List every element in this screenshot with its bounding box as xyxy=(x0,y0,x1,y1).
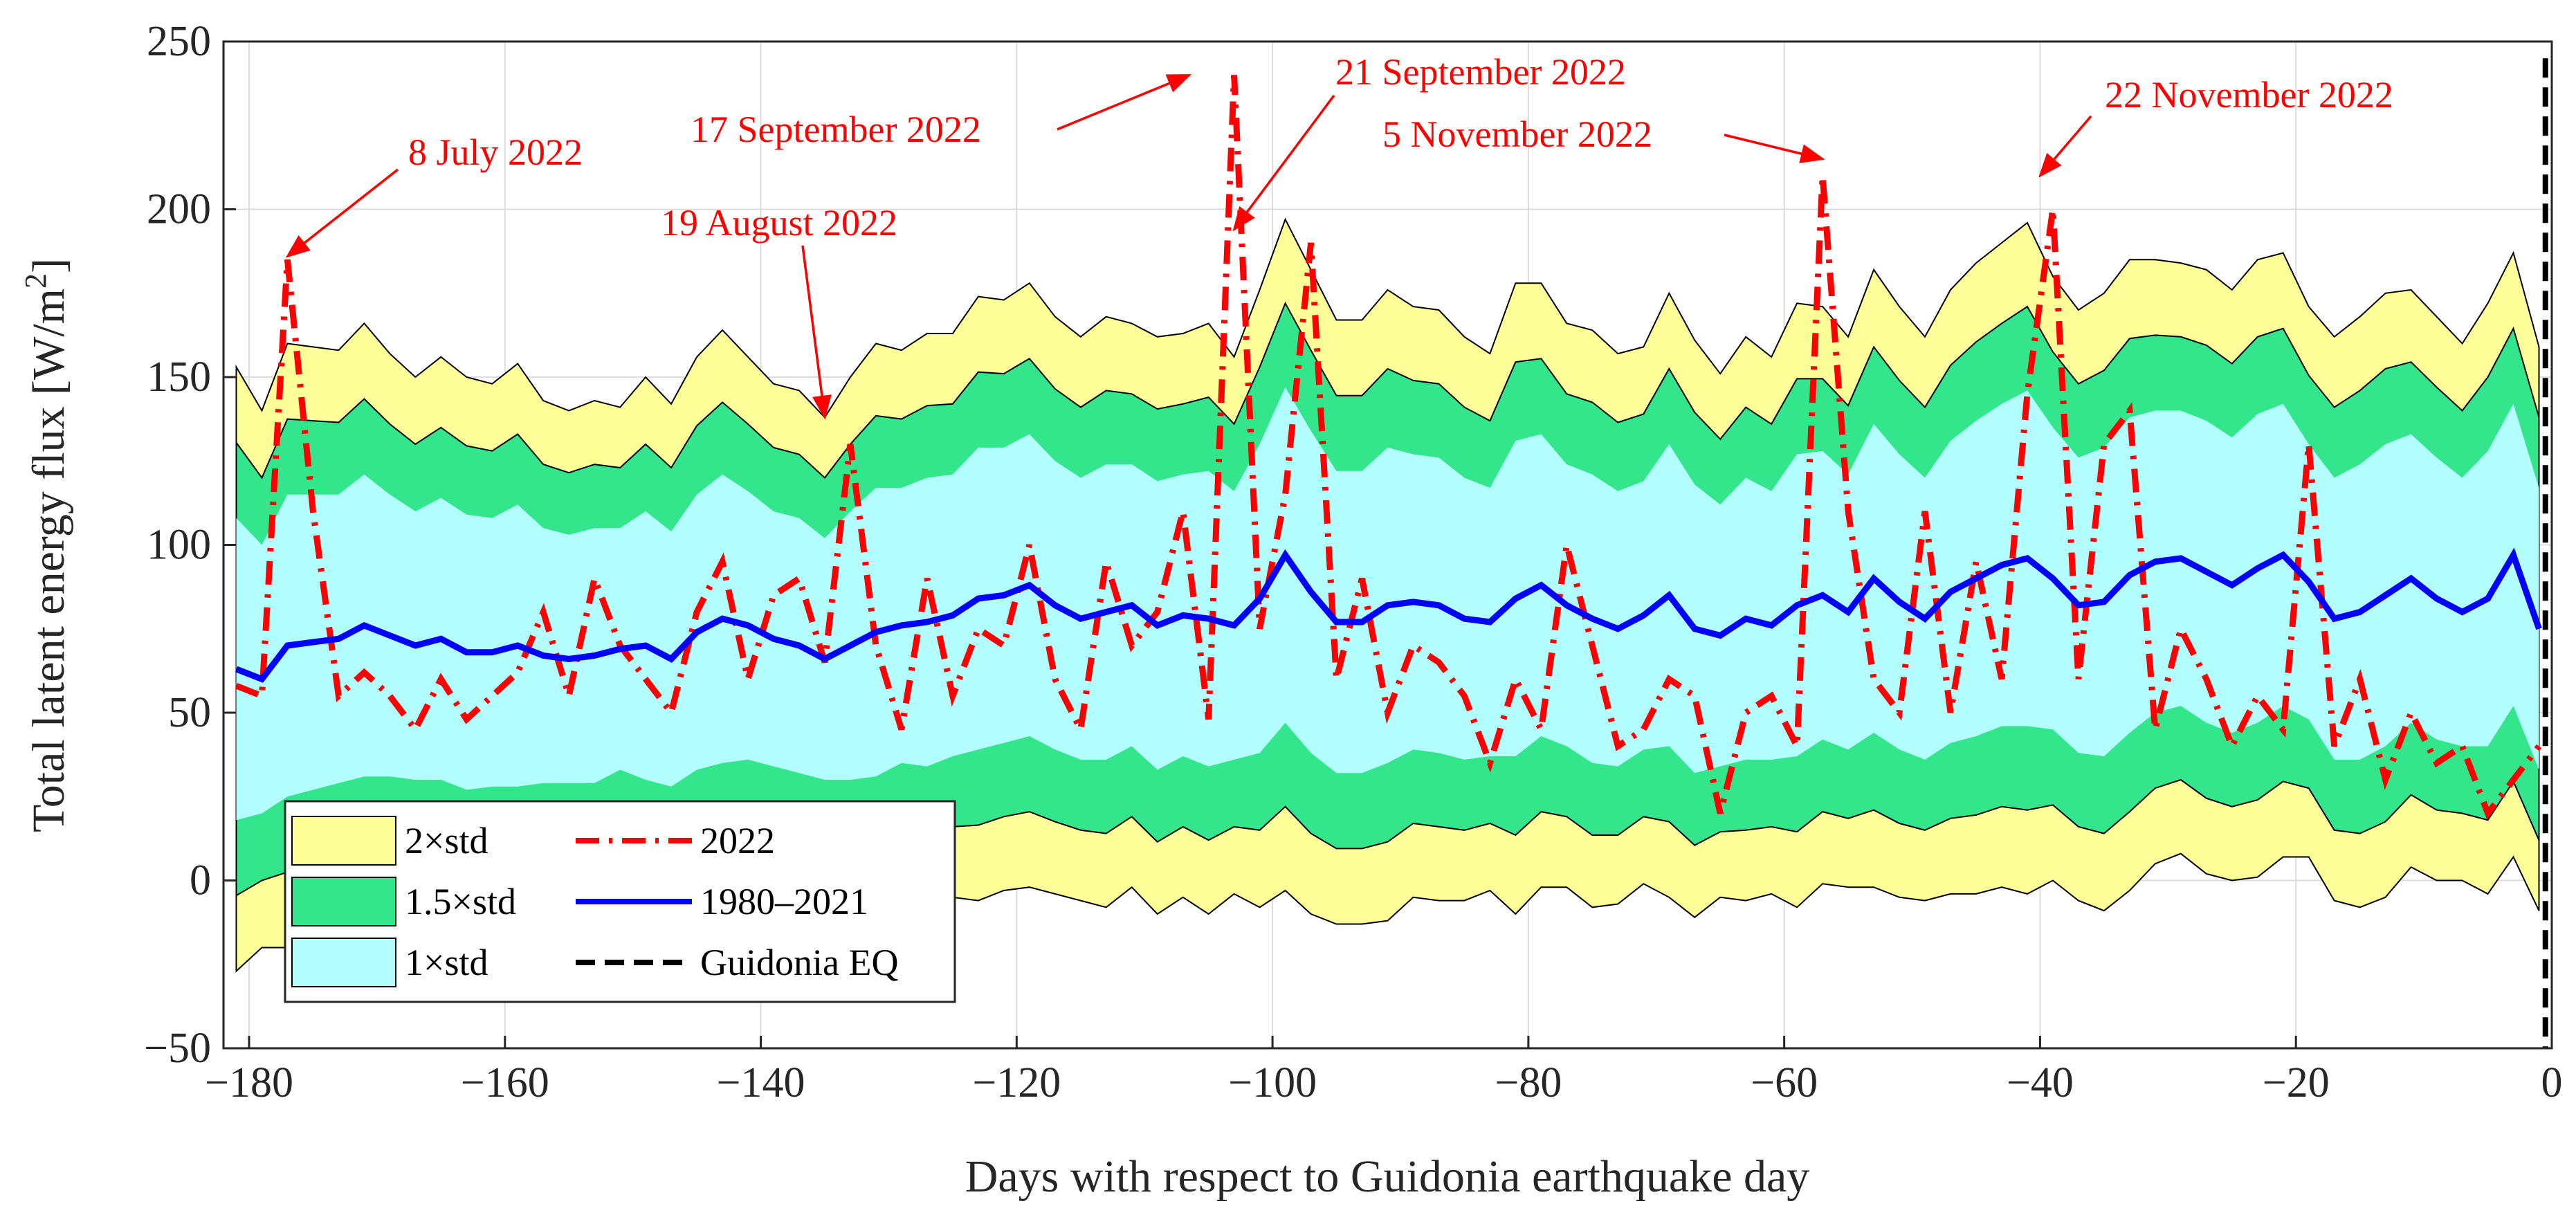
y-tick-label: 100 xyxy=(147,522,211,569)
legend-label-1980-2021: 1980–2021 xyxy=(700,881,868,922)
legend-label-1xstd: 1×std xyxy=(405,942,488,983)
x-tick-label: −80 xyxy=(1495,1059,1562,1106)
x-tick-label: −20 xyxy=(2263,1059,2330,1106)
y-tick-label: 50 xyxy=(168,689,211,736)
annotation-17-september-2022: 17 September 2022 xyxy=(691,109,981,150)
y-axis-title: Total latent energy flux [W/m2] xyxy=(19,258,74,832)
annotation-arrow-8-july xyxy=(285,168,399,258)
annotation-arrow-17-september xyxy=(1057,73,1192,131)
y-tick-label: 200 xyxy=(147,186,211,233)
ticks xyxy=(223,40,2553,1050)
x-tick-label: −160 xyxy=(461,1059,549,1106)
legend-label-guidonia-eq: Guidonia EQ xyxy=(700,942,898,983)
annotation-22-november-2022: 22 November 2022 xyxy=(2105,74,2393,116)
x-tick-label: −60 xyxy=(1751,1059,1818,1106)
y-tick-labels: −50 0 50 100 150 200 250 xyxy=(144,18,211,1072)
series-2022-line xyxy=(235,75,2542,820)
legend[interactable]: 2×std 1.5×std 1×std 2022 1980–2021 Guido… xyxy=(284,800,956,1003)
y-axis-title-superscript: 2 xyxy=(19,273,53,289)
annotations: 8 July 2022 19 August 2022 17 September … xyxy=(285,51,2393,420)
legend-label-2xstd: 2×std xyxy=(405,820,488,861)
y-tick-label: −50 xyxy=(144,1025,211,1072)
x-tick-label: −40 xyxy=(2007,1059,2074,1106)
y-tick-label: 250 xyxy=(147,18,211,65)
y-tick-label: 0 xyxy=(190,857,211,904)
x-axis-title: Days with respect to Guidonia earthquake… xyxy=(965,1151,1810,1202)
x-tick-label: −140 xyxy=(717,1059,805,1106)
legend-swatch-1xstd xyxy=(291,938,396,987)
legend-label-1-5xstd: 1.5×std xyxy=(405,881,516,922)
y-axis-title-close: ] xyxy=(24,258,74,273)
annotation-21-september-2022: 21 September 2022 xyxy=(1335,51,1626,93)
legend-swatch-2xstd xyxy=(291,816,396,866)
x-tick-label: 0 xyxy=(2541,1059,2563,1106)
series-1980-2021-line xyxy=(235,547,2542,683)
annotation-8-july-2022: 8 July 2022 xyxy=(408,131,583,173)
plot-layers xyxy=(235,58,2548,1048)
y-tick-label: 150 xyxy=(147,354,211,401)
x-tick-labels: −180 −160 −140 −120 −100 −80 −60 −40 −20 0 xyxy=(205,1059,2563,1106)
legend-label-2022: 2022 xyxy=(700,820,775,861)
legend-swatch-1-5xstd xyxy=(291,877,396,926)
x-tick-label: −180 xyxy=(205,1059,293,1106)
annotation-5-november-2022: 5 November 2022 xyxy=(1382,113,1652,155)
y-axis-title-main: Total latent energy flux [W/m xyxy=(24,289,74,832)
annotation-19-august-2022: 19 August 2022 xyxy=(661,202,897,244)
x-tick-label: −120 xyxy=(972,1059,1061,1106)
annotation-arrow-22-november xyxy=(2038,115,2092,178)
annotation-arrow-5-november xyxy=(1724,134,1825,163)
annotation-arrow-21-september xyxy=(1232,94,1335,232)
x-tick-label: −100 xyxy=(1228,1059,1317,1106)
annotation-arrow-19-august xyxy=(801,245,832,420)
